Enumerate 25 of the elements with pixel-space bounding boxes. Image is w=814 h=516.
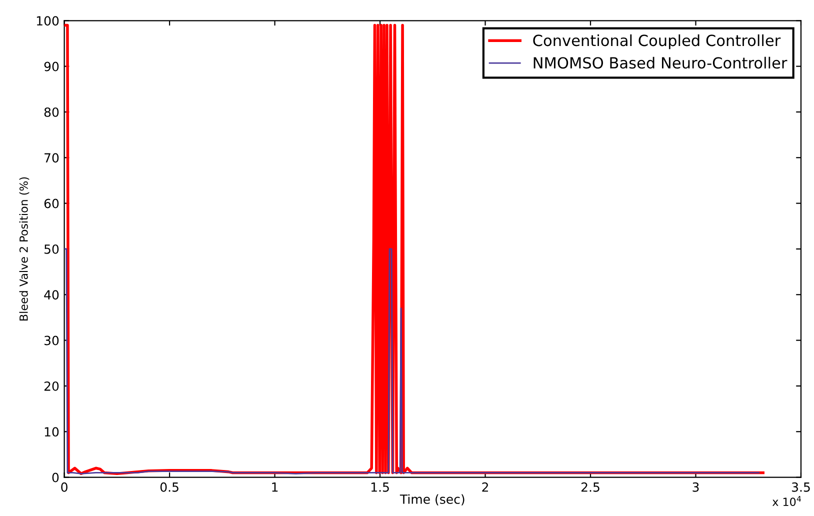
x-tick-label: 3 xyxy=(692,482,699,492)
y-axis-title: Bleed Valve 2 Position (%) xyxy=(19,177,30,320)
legend-label: NMOMSO Based Neuro-Controller xyxy=(534,56,788,69)
x-tick-label: 0 xyxy=(61,482,68,492)
y-tick-label: 0 xyxy=(52,472,59,482)
x-tick-label: 2.5 xyxy=(581,482,600,492)
x-axis-title: Time (sec) xyxy=(400,494,464,506)
y-tick-label: 20 xyxy=(44,381,59,391)
y-tick-label: 60 xyxy=(44,198,59,208)
x-tick-label: 0.5 xyxy=(160,482,178,492)
y-tick-label: 70 xyxy=(44,153,59,163)
y-tick-label: 80 xyxy=(44,107,59,117)
x-tick-label: 3.5 xyxy=(792,482,810,492)
y-tick-label: 50 xyxy=(44,244,59,254)
y-tick-label: 90 xyxy=(44,62,59,72)
x-tick-label: 1.5 xyxy=(371,482,389,492)
text: x 10$^{4}$ xyxy=(772,496,801,506)
y-tick-label: 30 xyxy=(44,336,59,346)
y-tick-label: 10 xyxy=(44,427,59,437)
line-series xyxy=(64,248,760,474)
x-tick-label: 2 xyxy=(482,482,488,492)
y-tick-label: 100 xyxy=(36,16,59,26)
legend-label: Conventional Coupled Controller xyxy=(533,34,781,50)
y-tick-label: 40 xyxy=(44,290,59,300)
x-tick-label: 1 xyxy=(272,482,278,492)
